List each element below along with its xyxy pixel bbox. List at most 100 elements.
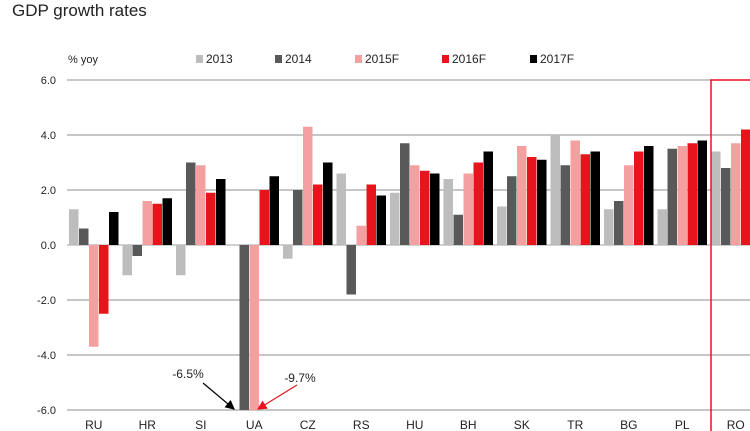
annotation-arrow — [256, 384, 298, 410]
x-tick-label: SK — [514, 418, 530, 431]
legend-label: 2015F — [365, 52, 399, 66]
bar-sk-2014 — [507, 176, 517, 245]
bar-sk-2015f — [517, 146, 527, 245]
bar-hr-2013 — [122, 245, 132, 276]
bar-cz-2014 — [293, 190, 303, 245]
bar-bh-2016f — [473, 162, 483, 245]
bar-ua-2017f — [269, 176, 279, 245]
x-tick-label: HU — [406, 418, 423, 431]
bar-hu-2013 — [390, 192, 400, 245]
bar-ru-2015f — [89, 245, 99, 347]
bar-bg-2017f — [644, 146, 654, 245]
bar-hr-2017f — [162, 198, 172, 245]
bar-rs-2015f — [356, 225, 366, 245]
legend-swatch — [275, 55, 282, 63]
bar-bh-2017f — [483, 151, 493, 245]
annotation-arrow — [202, 382, 235, 410]
bar-sk-2013 — [497, 206, 507, 245]
y-axis: 6.0 4.0 2.0 0.0 -2.0 -4.0 -6.0 % yoy — [37, 54, 98, 417]
bar-tr-2013 — [550, 135, 560, 245]
y-tick-label: 6.0 — [41, 75, 56, 87]
bar-bg-2013 — [604, 209, 614, 245]
bar-tr-2016f — [580, 154, 590, 245]
legend-swatch — [355, 55, 362, 63]
bar-pl-2013 — [657, 209, 667, 245]
chart-title: GDP growth rates — [12, 1, 147, 20]
y-tick-label: 0.0 — [41, 240, 56, 252]
legend-swatch — [530, 55, 537, 63]
bar-si-2014 — [186, 162, 196, 245]
bar-hu-2015f — [410, 165, 420, 245]
bar-ru-2017f — [109, 212, 119, 245]
y-tick-label: -2.0 — [37, 295, 56, 307]
bar-ro-2013 — [711, 151, 721, 245]
bar-bh-2013 — [443, 179, 453, 245]
bar-si-2017f — [216, 179, 226, 245]
legend-label: 2013 — [206, 52, 233, 66]
y-tick-label: -4.0 — [37, 350, 56, 362]
annotation-label: -9.7% — [284, 371, 316, 385]
bar-pl-2014 — [667, 148, 677, 245]
bar-rs-2013 — [336, 173, 346, 245]
bar-bh-2015f — [463, 173, 473, 245]
bar-hr-2016f — [152, 203, 162, 245]
bar-ro-2014 — [721, 168, 731, 245]
x-tick-label: UA — [246, 418, 263, 431]
bar-sk-2017f — [537, 159, 547, 245]
x-tick-label: TR — [567, 418, 583, 431]
annotations: -6.5% -9.7% — [172, 79, 750, 431]
bar-hr-2014 — [132, 245, 142, 256]
x-tick-label: SI — [195, 418, 206, 431]
y-axis-label: % yoy — [68, 54, 98, 66]
bar-bh-2014 — [453, 214, 463, 245]
y-tick-label: -6.0 — [37, 405, 56, 417]
legend: 2013 2014 2015F 2016F 2017F — [196, 52, 574, 66]
y-tick-label: 4.0 — [41, 130, 56, 142]
bar-cz-2013 — [283, 245, 293, 259]
bar-cz-2015f — [303, 126, 313, 245]
x-tick-label: BG — [620, 418, 637, 431]
bar-pl-2016f — [687, 143, 697, 245]
bar-tr-2017f — [590, 151, 600, 245]
legend-swatch — [442, 55, 449, 63]
bar-bg-2015f — [624, 165, 634, 245]
bar-bg-2016f — [634, 151, 644, 245]
bar-pl-2015f — [677, 146, 687, 245]
bar-ru-2013 — [69, 209, 79, 245]
bar-cz-2016f — [313, 184, 323, 245]
bar-rs-2017f — [376, 195, 386, 245]
legend-label: 2017F — [540, 52, 574, 66]
x-tick-label: BH — [460, 418, 477, 431]
legend-swatch — [196, 55, 203, 63]
bar-rs-2014 — [346, 245, 356, 295]
bar-hu-2014 — [400, 143, 410, 245]
bar-cz-2017f — [323, 162, 333, 245]
bar-bg-2014 — [614, 201, 624, 245]
bar-hu-2016f — [420, 170, 430, 245]
bar-ro-2016f — [741, 129, 750, 245]
bar-hr-2015f — [142, 201, 152, 245]
bar-ro-2015f — [731, 143, 741, 245]
bar-tr-2015f — [570, 140, 580, 245]
y-tick-label: 2.0 — [41, 185, 56, 197]
bar-rs-2016f — [366, 184, 376, 245]
legend-label: 2016F — [452, 52, 486, 66]
bars — [69, 126, 750, 410]
bar-si-2013 — [176, 245, 186, 276]
legend-label: 2014 — [285, 52, 312, 66]
bar-ua-2016f — [259, 190, 269, 245]
bar-ru-2014 — [79, 228, 89, 245]
bar-sk-2016f — [527, 157, 537, 245]
x-tick-label: RS — [353, 418, 370, 431]
highlight-box — [710, 79, 750, 431]
x-tick-label: RO — [727, 418, 745, 431]
bar-pl-2017f — [697, 140, 707, 245]
bar-hu-2017f — [430, 173, 440, 245]
bar-si-2016f — [206, 192, 216, 245]
bar-ua-2014 — [239, 245, 249, 410]
bar-si-2015f — [196, 165, 206, 245]
x-tick-label: PL — [675, 418, 690, 431]
bar-ru-2016f — [99, 245, 109, 314]
bar-ua-2015f — [249, 245, 259, 410]
